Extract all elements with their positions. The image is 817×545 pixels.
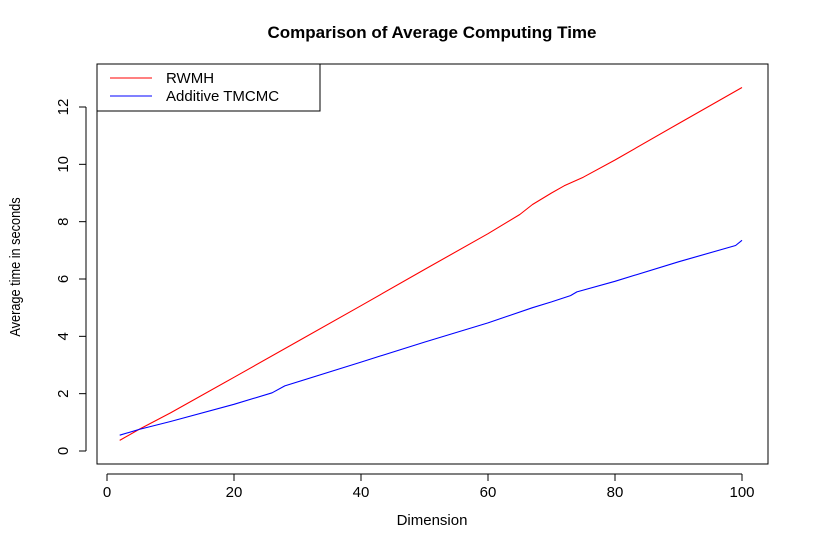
x-axis-label: Dimension [397, 512, 468, 529]
legend: RWMH Additive TMCMC [96, 63, 321, 112]
plot-frame [96, 63, 769, 465]
series-layer [119, 87, 743, 441]
x-tick-label: 80 [607, 484, 624, 501]
x-tick-label: 40 [353, 484, 370, 501]
y-tick-label: 2 [55, 389, 72, 397]
y-tick-label: 12 [55, 99, 72, 116]
y-tick-label: 8 [55, 217, 72, 225]
legend-label-additive-tmcmc: Additive TMCMC [166, 88, 279, 105]
x-tick-label: 100 [729, 484, 754, 501]
y-tick-label: 4 [55, 332, 72, 340]
y-tick-label: 6 [55, 275, 72, 283]
x-axis: 0 20 40 60 80 100 [103, 473, 755, 501]
series-line-additive-tmcmc [119, 239, 743, 436]
y-tick-label: 10 [55, 156, 72, 173]
chart-title: Comparison of Average Computing Time [267, 23, 596, 42]
series-line-rwmh [119, 87, 743, 441]
legend-label-rwmh: RWMH [166, 70, 214, 87]
y-axis: 0 2 4 6 8 10 12 [55, 99, 87, 455]
y-axis-label: Average time in seconds [6, 197, 23, 336]
x-tick-label: 0 [103, 484, 111, 501]
y-tick-label: 0 [55, 447, 72, 455]
x-tick-label: 20 [226, 484, 243, 501]
x-tick-label: 60 [480, 484, 497, 501]
legend-box [96, 63, 321, 112]
